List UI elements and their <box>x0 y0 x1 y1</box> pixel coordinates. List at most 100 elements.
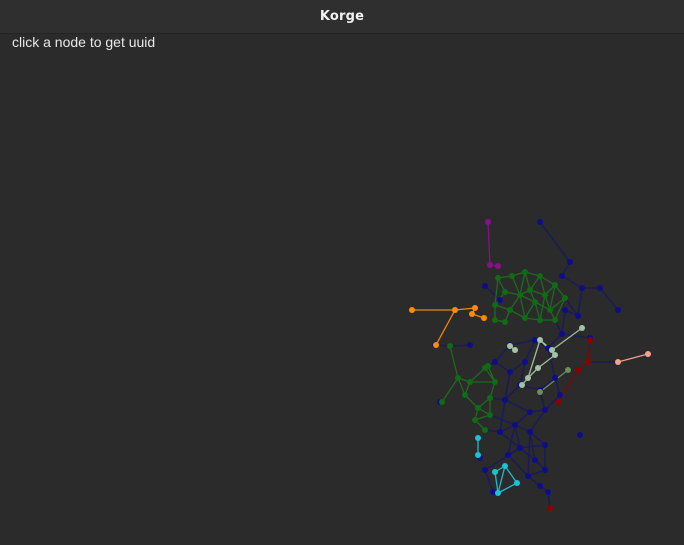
graph-node[interactable] <box>447 343 453 349</box>
graph-node[interactable] <box>512 347 518 353</box>
graph-node[interactable] <box>472 305 478 311</box>
graph-node[interactable] <box>517 445 523 451</box>
graph-node[interactable] <box>527 287 533 293</box>
title-bar[interactable]: Korge <box>0 0 684 34</box>
graph-node[interactable] <box>492 317 498 323</box>
graph-node[interactable] <box>537 483 543 489</box>
graph-node[interactable] <box>475 435 481 441</box>
graph-node[interactable] <box>527 409 533 415</box>
graph-node[interactable] <box>549 347 555 353</box>
graph-node[interactable] <box>527 429 533 435</box>
graph-node[interactable] <box>542 467 548 473</box>
graph-node[interactable] <box>497 297 503 303</box>
graph-node[interactable] <box>467 379 473 385</box>
graph-node[interactable] <box>485 363 491 369</box>
graph-nodes[interactable] <box>409 219 651 511</box>
graph-node[interactable] <box>597 285 603 291</box>
graph-node[interactable] <box>585 359 591 365</box>
graph-node[interactable] <box>495 275 501 281</box>
graph-node[interactable] <box>542 407 548 413</box>
graph-node[interactable] <box>579 285 585 291</box>
graph-node[interactable] <box>467 342 473 348</box>
graph-node[interactable] <box>579 325 585 331</box>
graph-node[interactable] <box>519 382 525 388</box>
graph-node[interactable] <box>562 295 568 301</box>
graph-node[interactable] <box>475 452 481 458</box>
graph-node[interactable] <box>542 442 548 448</box>
graph-node[interactable] <box>532 299 538 305</box>
graph-node[interactable] <box>512 422 518 428</box>
graph-node[interactable] <box>497 429 503 435</box>
graph-node[interactable] <box>492 359 498 365</box>
graph-node[interactable] <box>552 352 558 358</box>
graph-node[interactable] <box>505 452 511 458</box>
graph-node[interactable] <box>482 283 488 289</box>
graph-node[interactable] <box>615 307 621 313</box>
graph-node[interactable] <box>532 337 538 343</box>
graph-node[interactable] <box>555 399 561 405</box>
graph-node[interactable] <box>495 490 501 496</box>
graph-node[interactable] <box>472 417 478 423</box>
graph-node[interactable] <box>525 473 531 479</box>
graph-node[interactable] <box>547 505 553 511</box>
graph-node[interactable] <box>452 307 458 313</box>
graph-node[interactable] <box>562 307 568 313</box>
graph-node[interactable] <box>559 273 565 279</box>
graph-node[interactable] <box>559 331 565 337</box>
graph-node[interactable] <box>507 307 513 313</box>
graph-node[interactable] <box>433 342 439 348</box>
graph-node[interactable] <box>487 262 493 268</box>
graph-node[interactable] <box>475 405 481 411</box>
graph-node[interactable] <box>537 273 543 279</box>
graph-node[interactable] <box>481 315 487 321</box>
graph-node[interactable] <box>557 392 563 398</box>
graph-node[interactable] <box>615 359 621 365</box>
graph-node[interactable] <box>545 489 551 495</box>
graph-node[interactable] <box>542 292 548 298</box>
graph-node[interactable] <box>462 392 468 398</box>
graph-node[interactable] <box>482 467 488 473</box>
graph-node[interactable] <box>439 399 445 405</box>
graph-node[interactable] <box>535 365 541 371</box>
graph-node[interactable] <box>522 359 528 365</box>
graph-node[interactable] <box>502 289 508 295</box>
graph-node[interactable] <box>522 315 528 321</box>
graph-node[interactable] <box>537 337 543 343</box>
graph-node[interactable] <box>507 369 513 375</box>
graph-node[interactable] <box>575 367 581 373</box>
graph-node[interactable] <box>487 412 493 418</box>
graph-node[interactable] <box>587 337 593 343</box>
graph-node[interactable] <box>490 489 496 495</box>
graph-node[interactable] <box>567 259 573 265</box>
graph-node[interactable] <box>547 307 553 313</box>
graph-node[interactable] <box>495 263 501 269</box>
graph-node[interactable] <box>552 317 558 323</box>
graph-node[interactable] <box>502 397 508 403</box>
graph-node[interactable] <box>514 480 520 486</box>
graph-node[interactable] <box>575 313 581 319</box>
graph-node[interactable] <box>487 395 493 401</box>
graph-node[interactable] <box>517 292 523 298</box>
graph-node[interactable] <box>645 351 651 357</box>
graph-node[interactable] <box>455 375 461 381</box>
graph-node[interactable] <box>502 463 508 469</box>
graph-node[interactable] <box>509 273 515 279</box>
graph-node[interactable] <box>522 269 528 275</box>
graph-node[interactable] <box>532 457 538 463</box>
graph-node[interactable] <box>537 317 543 323</box>
graph-node[interactable] <box>492 469 498 475</box>
graph-node[interactable] <box>537 389 543 395</box>
graph-node[interactable] <box>537 219 543 225</box>
graph-node[interactable] <box>525 375 531 381</box>
graph-node[interactable] <box>507 343 513 349</box>
graph-node[interactable] <box>552 282 558 288</box>
graph-node[interactable] <box>485 219 491 225</box>
graph-node[interactable] <box>552 375 558 381</box>
graph-node[interactable] <box>482 427 488 433</box>
graph-node[interactable] <box>469 311 475 317</box>
graph-node[interactable] <box>565 367 571 373</box>
graph-node[interactable] <box>502 319 508 325</box>
graph-node[interactable] <box>409 307 415 313</box>
graph-node[interactable] <box>492 302 498 308</box>
